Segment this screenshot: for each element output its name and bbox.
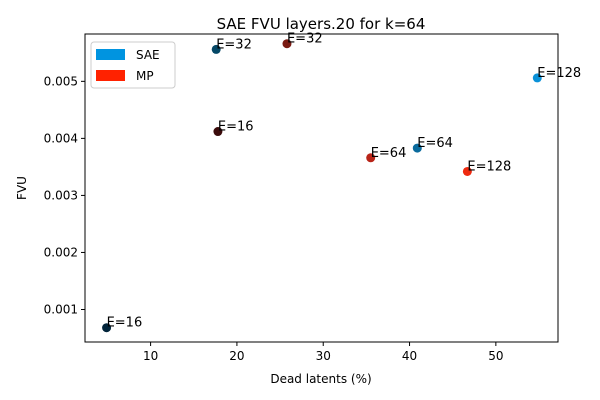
y-axis-label: FVU [15,176,29,200]
point-label: E=64 [417,136,453,151]
legend-label: SAE [136,48,160,62]
point-label: E=32 [287,32,323,47]
plot-area: E=16 E=32 E=64 E=128 E=16 E=32 E=64 E=128 [102,32,581,333]
data-point [532,73,542,83]
legend: SAE MP [90,41,176,89]
data-point [102,323,112,333]
point-label: E=16 [218,120,254,135]
x-tick-label: 40 [402,349,417,363]
plot-frame [84,33,559,343]
y-tick-label: 0.002 [44,245,78,259]
x-axis-label: Dead latents (%) [270,372,371,386]
point-label: E=32 [216,37,252,52]
y-tick-label: 0.003 [44,188,78,202]
x-tick-label: 50 [488,349,503,363]
x-tick-label: 10 [143,349,158,363]
data-point [412,143,422,153]
legend-label: MP [136,69,154,83]
data-point [213,127,223,137]
x-axis: 10 20 30 40 50 [143,342,503,363]
y-tick-label: 0.004 [44,131,78,145]
x-tick-label: 20 [229,349,244,363]
data-point [366,153,376,163]
point-label: E=128 [537,66,581,81]
y-axis: 0.001 0.002 0.003 0.004 0.005 [44,74,85,316]
data-point [211,44,221,54]
chart-title: SAE FVU layers.20 for k=64 [217,15,426,33]
y-tick-label: 0.005 [44,74,78,88]
point-label: E=16 [107,316,143,331]
point-label: E=64 [371,146,407,161]
point-label: E=128 [467,159,511,174]
data-point [282,39,292,49]
y-tick-label: 0.001 [44,302,78,316]
data-point [462,166,472,176]
legend-box [90,41,176,89]
x-tick-label: 30 [316,349,331,363]
legend-swatch [96,49,125,60]
legend-swatch [96,70,125,81]
